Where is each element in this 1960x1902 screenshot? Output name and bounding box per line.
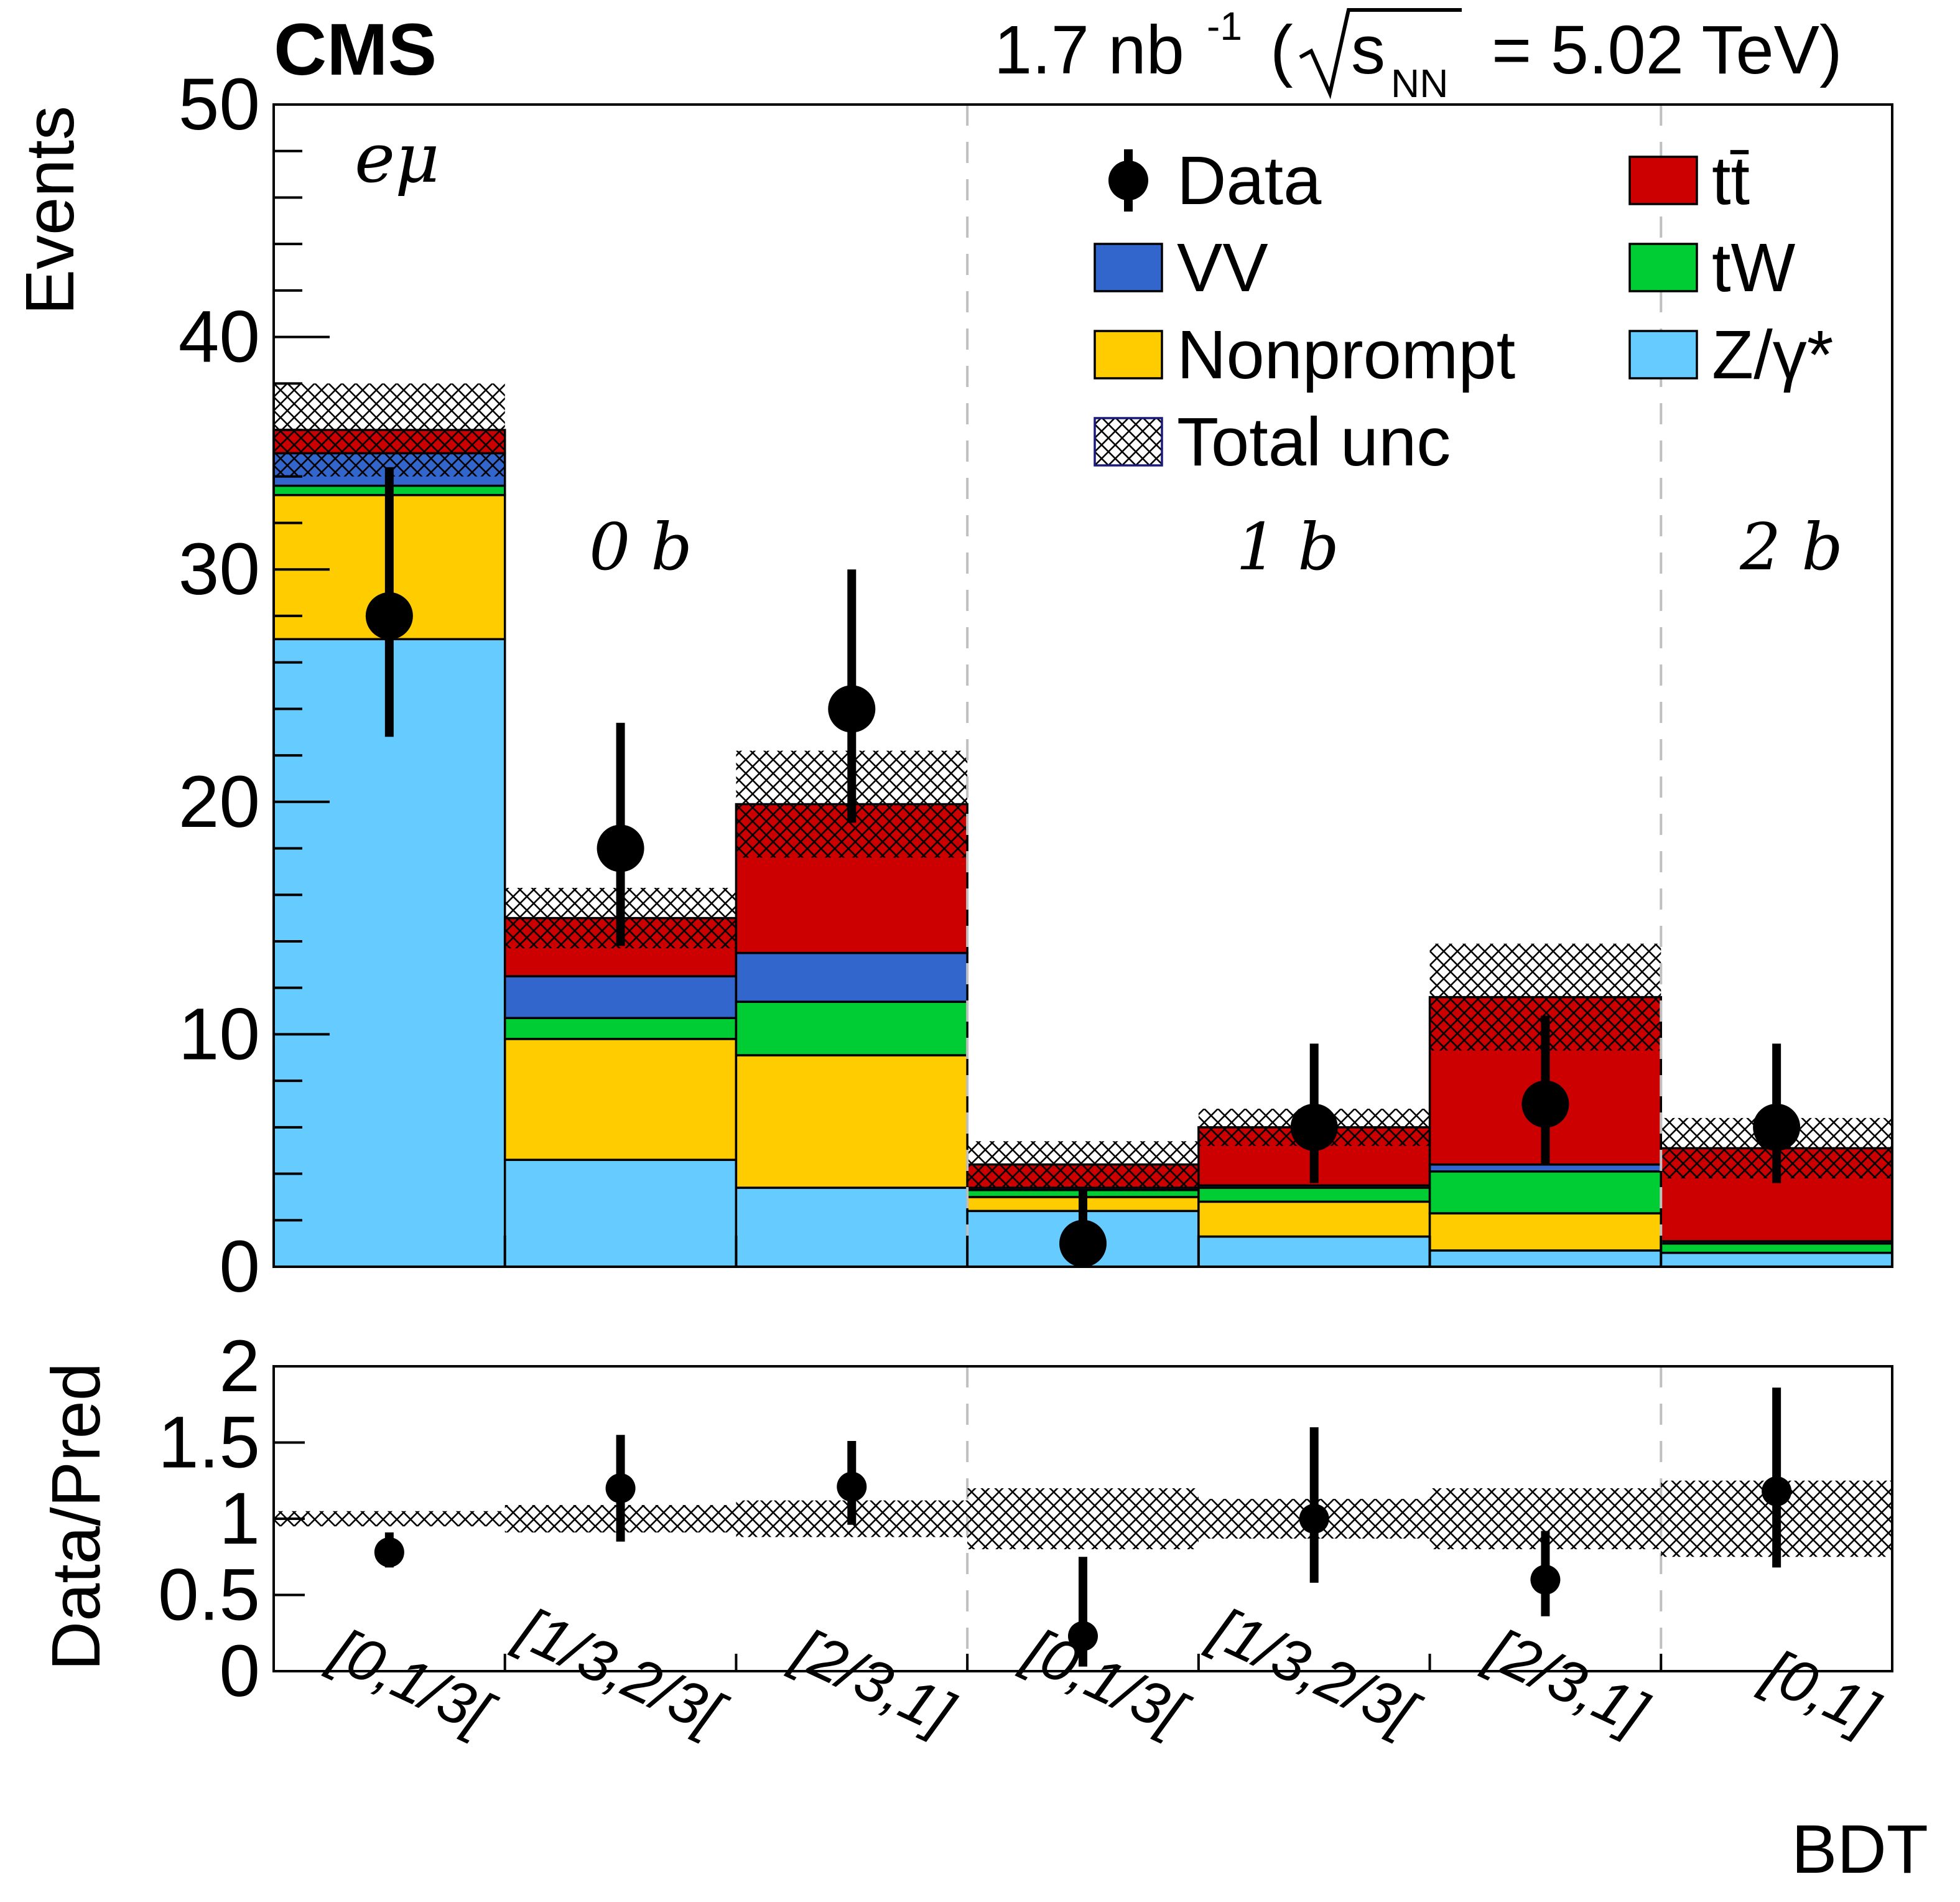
legend-entry-6: Z/γ* [1628,317,1834,393]
y-tick-label-5: 40 [179,296,260,378]
energy-subscript: NN [1391,61,1448,106]
ratio-y-tick-label-5: 2 [219,1325,260,1407]
main-plot-content [272,105,1893,1268]
lumi-label: 1.7 nb [994,12,1184,88]
legend-label: Nonprompt [1177,317,1515,393]
legend-label: tt̄ [1712,142,1750,219]
legend: Data tt̄ VV tW Nonprompt Z/γ* Total unc [1094,142,1834,480]
ratio-unc-band-1 [274,1511,505,1527]
data-point-1 [365,592,413,640]
legend-swatch [1094,330,1163,380]
bar-2-series-3 [503,1017,738,1040]
region-labels: 0 b 1 b 2 b [589,509,1843,585]
data-point-2 [597,824,644,872]
data-point-5 [1290,1103,1338,1151]
data-point-6 [1521,1080,1569,1128]
y-tick-label-2: 10 [179,993,260,1075]
category-label-6: [2/3,1] [1477,1616,1658,1748]
energy-value: = 5.02 TeV) [1492,12,1842,88]
legend-entry-7: Total unc [1094,404,1451,480]
ratio-point-5 [1299,1504,1329,1534]
legend-label: Z/γ* [1712,317,1834,393]
main-frame-border [272,103,1893,1268]
data-point-4 [1059,1219,1107,1267]
region-label-3: 2 b [1739,509,1843,585]
legend-entry-1: Data [1108,142,1322,219]
bar-3-series-1 [735,1186,968,1268]
bar-7-series-1 [1660,1251,1893,1268]
energy-symbol: s [1351,12,1385,88]
channel-label: eμ [355,118,440,198]
legend-data-marker [1108,161,1148,200]
legend-entry-5: Nonprompt [1094,317,1515,393]
legend-hatch-swatch [1094,417,1163,467]
category-label-7: [0,1] [1753,1637,1888,1748]
bar-5-series-3 [1197,1186,1431,1203]
bar-7-series-3 [1660,1242,1893,1254]
ratio-y-axis-title: Data/Pred [38,1363,114,1671]
legend-entry-4: tW [1628,230,1796,306]
legend-swatch [1628,243,1698,292]
y-tick-label-3: 20 [179,761,260,843]
bar-6-series-2 [1428,1212,1663,1252]
bar-6-series-3 [1428,1170,1663,1214]
ratio-point-7 [1762,1476,1792,1506]
ratio-point-6 [1530,1565,1561,1595]
category-label-3: [2/3,1] [783,1616,964,1748]
lumi-superscript: -1 [1207,4,1242,49]
bar-6-series-1 [1428,1249,1663,1268]
sqrt-sign-icon [1299,8,1462,100]
unc-band-1 [274,383,505,477]
region-label-1: 0 b [589,509,692,585]
ratio-point-2 [605,1473,636,1503]
experiment-label: CMS [274,9,437,91]
legend-label: VV [1177,230,1268,306]
x-axis-title: BDT [1791,1811,1928,1888]
ratio-y-tick-label-3: 1 [219,1478,260,1560]
ratio-point-3 [837,1471,867,1502]
legend-label: Data [1177,142,1322,219]
legend-swatch [1628,156,1698,205]
ratio-point-4 [1068,1621,1098,1651]
legend-swatch [1628,330,1698,380]
bar-2-series-4 [503,975,738,1019]
bar-5-series-2 [1197,1200,1431,1238]
unc-band-4 [967,1141,1199,1188]
legend-label: Total unc [1177,404,1451,480]
lumi-open-paren: ( [1270,12,1293,88]
ratio-y-tick-label-2: 0.5 [158,1554,260,1636]
category-label-1: [0,1/3[ [321,1616,505,1749]
ratio-point-1 [374,1537,404,1567]
data-point-3 [828,685,876,733]
region-label-2: 1 b [1236,509,1339,585]
legend-label: tW [1712,230,1796,306]
legend-swatch [1094,243,1163,292]
ratio-plot-content [274,1366,1892,1671]
bar-2-series-1 [503,1158,738,1268]
legend-entry-2: tt̄ [1628,142,1750,219]
bar-2-series-2 [503,1038,738,1161]
legend-entry-3: VV [1094,230,1268,306]
category-label-4: [0,1/3[ [1015,1616,1199,1749]
data-point-7 [1753,1103,1801,1151]
y-axis-title: Events [12,106,88,315]
bar-3-series-2 [735,1054,968,1189]
lumi-energy-label: 1.7 nb -1 ( s NN = 5.02 TeV) [994,4,1842,106]
ratio-y-tick-label-4: 1.5 [158,1402,260,1484]
y-tick-label-1: 0 [219,1226,260,1308]
y-tick-label-4: 30 [179,528,260,610]
bar-3-series-3 [735,1000,968,1056]
bar-3-series-4 [735,951,968,1003]
y-tick-label-6: 50 [179,63,260,146]
ratio-y-tick-label-1: 0 [219,1630,260,1712]
ratio-unc-band-4 [967,1488,1199,1549]
bar-5-series-1 [1197,1235,1431,1268]
